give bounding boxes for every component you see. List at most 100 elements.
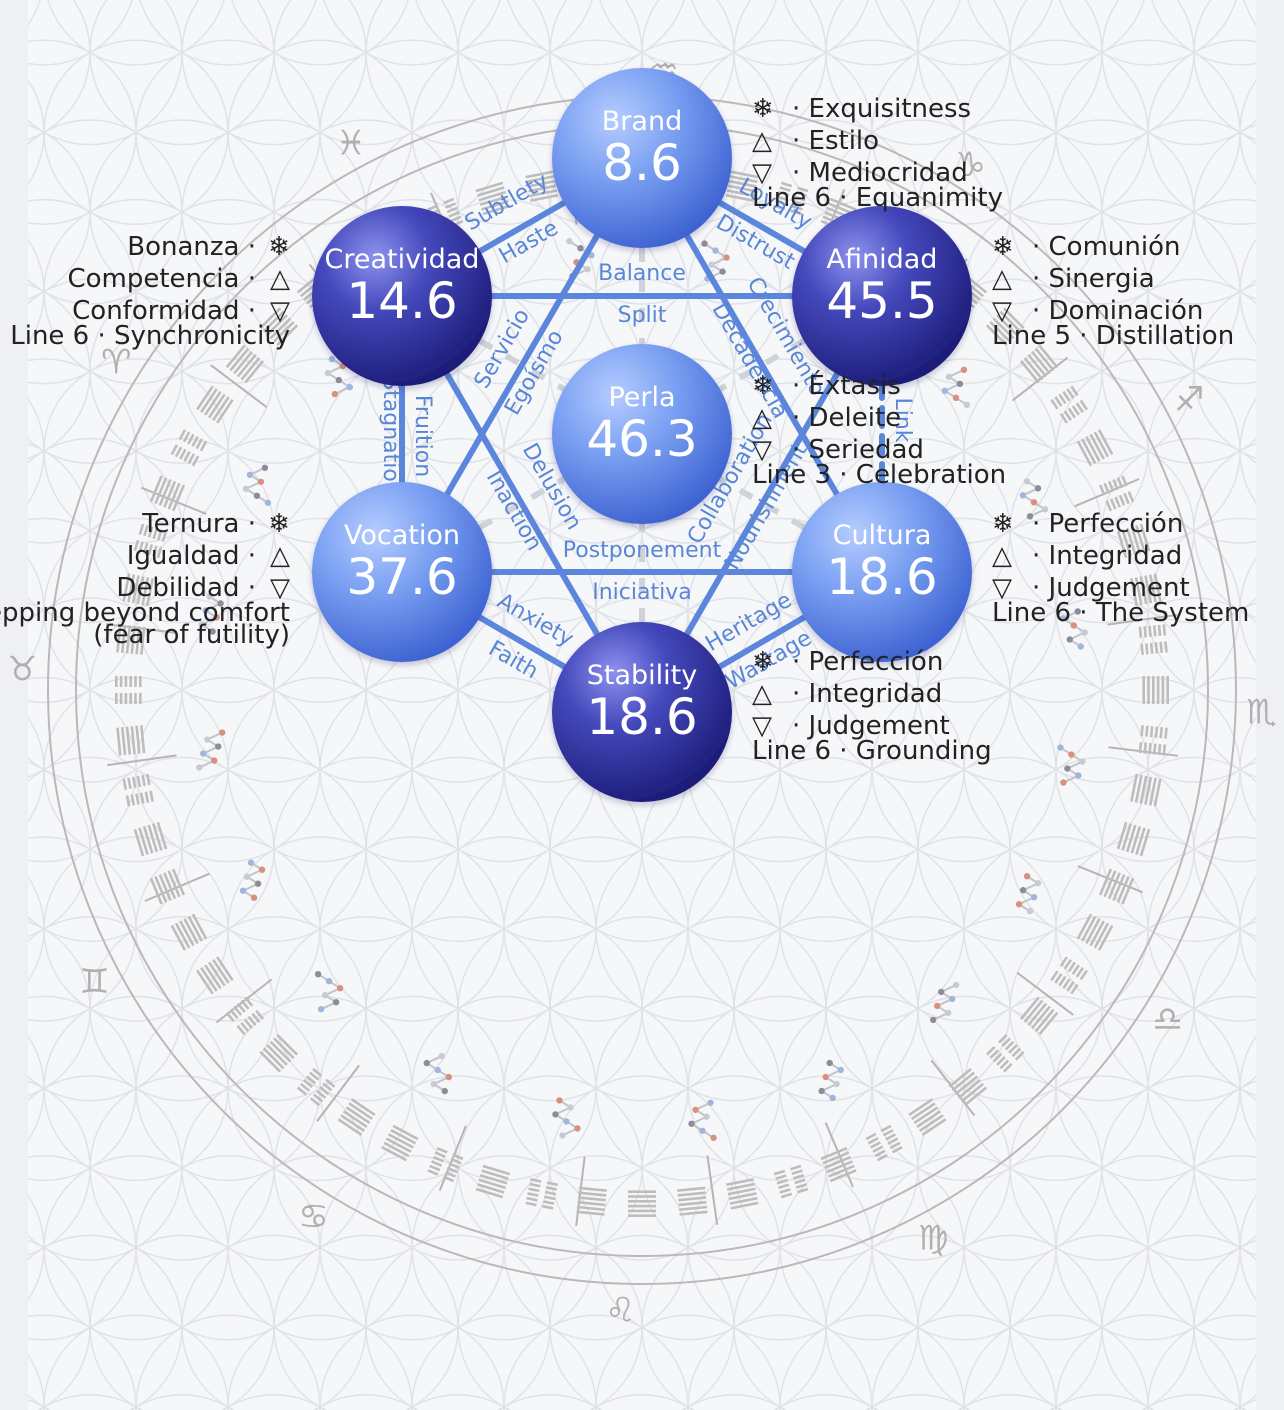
wheel-tick <box>144 872 210 902</box>
zodiac-sign-icon: ♌ <box>605 1291 635 1331</box>
line-label: Line 6 · Stepping beyond comfort <box>0 598 290 628</box>
edge-label-faith: Faith <box>484 636 542 684</box>
keys-vocation: ❄ Ternura · △ Igualdad · ▽ Debilidad ·Line 6 … <box>0 509 290 650</box>
shadow-label: · Judgement <box>792 711 950 741</box>
pattern-circle <box>497 1394 603 1410</box>
hexagram-glyph <box>1138 624 1168 655</box>
shadow-label: Conformidad · <box>72 296 256 326</box>
shadow-label: · Seriedad <box>792 435 924 465</box>
molecule-icon <box>198 593 224 635</box>
sphere-label: Brand <box>602 106 682 137</box>
hexagram-glyph <box>908 1098 947 1136</box>
wheel-tick <box>1011 356 1069 402</box>
wheel-tick <box>107 754 177 767</box>
wheel-tick <box>140 486 207 515</box>
virtue-label: · Exquisitness <box>792 94 971 124</box>
zodiac-sign-icon: ♊ <box>79 962 109 1002</box>
hexagram-glyph <box>475 181 511 216</box>
virtue-label: Bonanza · <box>127 232 256 262</box>
pattern-circle <box>221 1394 327 1410</box>
zodiac-sign-icon: ♉ <box>7 649 37 689</box>
molecule-icon <box>818 1059 844 1102</box>
edge-label-split: Split <box>618 303 667 328</box>
sphere-value: 46.3 <box>586 410 697 468</box>
gift-label: · Deleite <box>792 403 901 433</box>
sphere-label: Afinidad <box>827 244 938 275</box>
pattern-circle <box>875 0 1053 66</box>
zodiac-sign-icon: ♈ <box>101 343 131 383</box>
pattern-circle <box>415 0 593 66</box>
zodiac-sign-icon: ♍ <box>918 1218 948 1258</box>
hexagram-glyph <box>115 676 142 704</box>
hexagram-glyph <box>122 573 154 607</box>
pattern-circle <box>28 0 133 66</box>
virtue-icon: ❄ <box>268 509 290 539</box>
pattern-circle <box>507 0 685 66</box>
hexagram-glyph <box>196 956 234 995</box>
virtue-icon: ❄ <box>752 371 774 401</box>
hexagram-glyph <box>381 1124 419 1162</box>
hexagram-glyph <box>1116 821 1151 857</box>
hexagram-glyph <box>677 1186 708 1216</box>
pattern-circle <box>681 1394 787 1410</box>
hexagram-glyph <box>225 996 265 1036</box>
hexagram-glyph <box>1138 725 1168 756</box>
edge-label-link: Link <box>890 397 915 442</box>
shadow-icon: ▽ <box>992 296 1012 326</box>
virtue-icon: ❄ <box>992 232 1014 262</box>
sphere-ball <box>312 206 492 386</box>
hexagram-glyph <box>196 385 234 424</box>
pattern-circle <box>47 0 225 66</box>
line-label: Line 6 · Synchronicity <box>10 321 290 351</box>
hexagram-glyph <box>725 1178 759 1210</box>
line-label: Line 5 · Distillation <box>992 321 1234 351</box>
pattern-circle <box>773 1394 879 1410</box>
keys-brand: ❄ · Exquisitness △ · Estilo ▽ · MediocridadLi… <box>752 94 1003 213</box>
hexagram-glyph <box>337 1098 376 1136</box>
hexagram-glyph <box>259 1033 299 1073</box>
gift-icon: △ <box>752 403 772 433</box>
hexagram-glyph <box>1019 996 1059 1036</box>
pattern-circle <box>1059 0 1237 66</box>
wheel-tick <box>1016 972 1074 1016</box>
sphere-label: Vocation <box>344 520 460 551</box>
sphere-value: 18.6 <box>826 548 937 606</box>
sphere-value: 18.6 <box>586 688 697 746</box>
virtue-label: · Comunión <box>1032 232 1180 262</box>
sphere-ball <box>312 482 492 662</box>
keys-creatividad: ❄ Bonanza · △ Competencia · ▽ Conformidad ·Li… <box>10 232 290 351</box>
zodiac-sign-icon: ♐ <box>1174 380 1204 420</box>
molecule-icon <box>688 1099 717 1141</box>
wheel-tick <box>316 1064 360 1122</box>
line-label: Line 6 · The System <box>992 598 1249 628</box>
hexagram-glyph <box>985 307 1025 347</box>
molecule-icon <box>196 729 226 771</box>
sphere-value: 14.6 <box>346 272 457 330</box>
molecule-icon <box>552 1097 581 1139</box>
gift-icon: △ <box>992 264 1012 294</box>
wheel-tick <box>215 978 273 1024</box>
line-label: Line 3 · Celebration <box>752 460 1006 490</box>
shadow-label: · Dominación <box>1032 296 1203 326</box>
hexagram-glyph <box>1050 385 1088 424</box>
zodiac-sign-icon: ♓ <box>336 124 366 164</box>
pattern-circle <box>129 1394 235 1410</box>
zodiac-sign-icon: ♋ <box>298 1197 328 1237</box>
hexagram-glyph <box>170 429 208 467</box>
hexagram-glyph <box>116 624 146 655</box>
value-spheres: Perla46.3Brand8.6Afinidad45.5Cultura18.6… <box>312 68 972 802</box>
pattern-circle <box>323 0 501 66</box>
sphere-label: Cultura <box>833 520 932 551</box>
molecule-icon <box>423 1052 452 1095</box>
molecule-icon <box>1019 478 1049 520</box>
pattern-circle <box>957 1394 1063 1410</box>
zodiac-sign-icon: ♑ <box>955 145 985 185</box>
gift-label: · Sinergia <box>1032 264 1155 294</box>
